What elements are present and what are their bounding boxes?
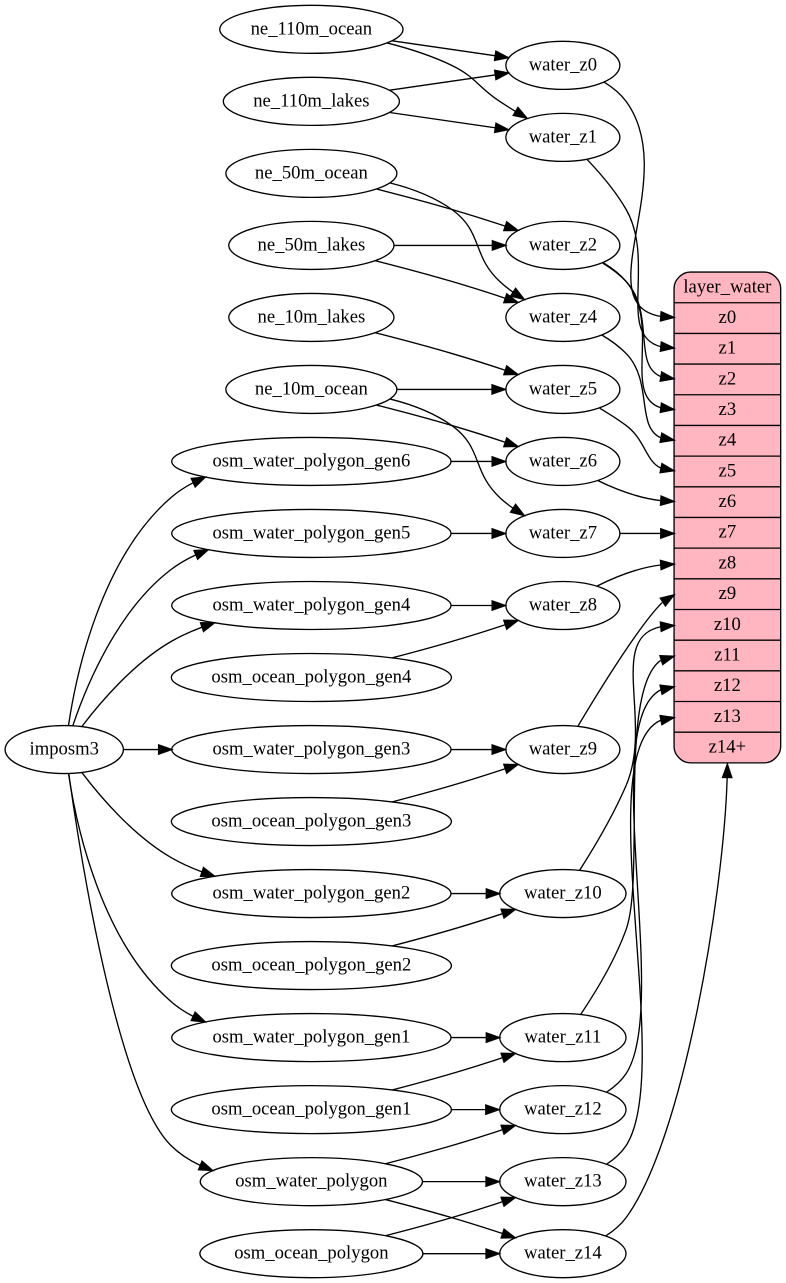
svg-text:water_z13: water_z13 xyxy=(524,1171,602,1192)
svg-text:osm_water_polygon_gen4: osm_water_polygon_gen4 xyxy=(212,594,411,615)
svg-text:water_z2: water_z2 xyxy=(529,234,597,255)
svg-text:z9: z9 xyxy=(719,583,737,604)
svg-text:osm_ocean_polygon_gen1: osm_ocean_polygon_gen1 xyxy=(211,1099,411,1120)
svg-text:osm_water_polygon_gen2: osm_water_polygon_gen2 xyxy=(212,882,410,903)
svg-text:z12: z12 xyxy=(714,675,741,696)
svg-text:ne_10m_ocean: ne_10m_ocean xyxy=(255,378,369,399)
svg-text:water_z5: water_z5 xyxy=(529,378,597,399)
svg-text:z8: z8 xyxy=(719,552,737,573)
svg-text:water_z7: water_z7 xyxy=(529,522,597,543)
svg-text:osm_ocean_polygon_gen2: osm_ocean_polygon_gen2 xyxy=(211,955,411,976)
svg-text:water_z1: water_z1 xyxy=(529,126,597,147)
svg-text:osm_ocean_polygon_gen3: osm_ocean_polygon_gen3 xyxy=(211,810,411,831)
svg-text:layer_water: layer_water xyxy=(683,276,772,297)
svg-text:water_z12: water_z12 xyxy=(524,1099,602,1120)
svg-text:z4: z4 xyxy=(719,430,737,451)
svg-text:osm_water_polygon: osm_water_polygon xyxy=(235,1171,388,1192)
svg-text:water_z8: water_z8 xyxy=(529,594,597,615)
svg-text:z5: z5 xyxy=(719,460,737,481)
svg-text:z6: z6 xyxy=(719,491,737,512)
svg-text:ne_110m_lakes: ne_110m_lakes xyxy=(253,90,369,111)
svg-text:water_z4: water_z4 xyxy=(529,306,598,327)
svg-text:osm_ocean_polygon_gen4: osm_ocean_polygon_gen4 xyxy=(211,666,412,687)
svg-text:ne_50m_ocean: ne_50m_ocean xyxy=(255,162,369,183)
svg-text:z11: z11 xyxy=(714,644,740,665)
svg-text:osm_water_polygon_gen1: osm_water_polygon_gen1 xyxy=(212,1027,410,1048)
svg-text:imposm3: imposm3 xyxy=(30,738,99,759)
svg-text:z3: z3 xyxy=(719,399,737,420)
svg-text:z10: z10 xyxy=(714,614,741,635)
svg-text:osm_water_polygon_gen6: osm_water_polygon_gen6 xyxy=(212,450,410,471)
svg-text:water_z0: water_z0 xyxy=(529,54,597,75)
svg-text:water_z14: water_z14 xyxy=(524,1243,602,1264)
svg-text:z1: z1 xyxy=(719,338,737,359)
svg-text:z0: z0 xyxy=(719,307,737,328)
svg-text:z7: z7 xyxy=(719,522,737,543)
svg-text:z2: z2 xyxy=(719,368,737,389)
svg-text:ne_110m_ocean: ne_110m_ocean xyxy=(251,18,373,39)
svg-text:water_z10: water_z10 xyxy=(524,882,602,903)
svg-text:ne_50m_lakes: ne_50m_lakes xyxy=(258,234,366,255)
svg-text:water_z11: water_z11 xyxy=(524,1027,601,1048)
svg-text:z13: z13 xyxy=(714,706,741,727)
svg-text:osm_water_polygon_gen3: osm_water_polygon_gen3 xyxy=(212,738,410,759)
svg-text:water_z9: water_z9 xyxy=(529,738,597,759)
svg-text:osm_water_polygon_gen5: osm_water_polygon_gen5 xyxy=(212,522,410,543)
svg-text:z14+: z14+ xyxy=(709,736,746,757)
svg-text:osm_ocean_polygon: osm_ocean_polygon xyxy=(234,1243,389,1264)
svg-text:water_z6: water_z6 xyxy=(529,450,597,471)
svg-text:ne_10m_lakes: ne_10m_lakes xyxy=(258,306,366,327)
